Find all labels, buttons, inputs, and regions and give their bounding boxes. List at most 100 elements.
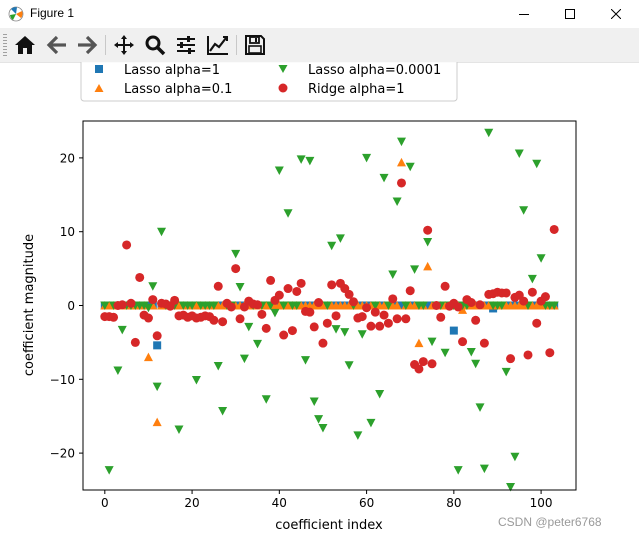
data-point (519, 206, 529, 215)
toolbar-grip (3, 34, 7, 56)
data-point (401, 314, 411, 324)
legend-square-marker (95, 65, 103, 73)
data-point (392, 301, 402, 310)
data-point (314, 415, 324, 424)
data-point (274, 290, 284, 300)
data-point (122, 240, 132, 250)
data-point (418, 301, 428, 310)
data-point (427, 359, 437, 369)
data-point (370, 307, 380, 317)
toolbar-separator (105, 35, 106, 55)
data-point (318, 338, 328, 348)
data-point (440, 281, 450, 291)
x-tick-label: 0 (101, 496, 109, 510)
edit-axis-button[interactable] (205, 32, 231, 58)
home-button[interactable] (12, 32, 38, 58)
data-point (239, 354, 249, 364)
data-point (231, 264, 241, 274)
data-point (453, 466, 463, 475)
zoom-button[interactable] (142, 32, 168, 58)
data-point (126, 298, 136, 308)
save-icon (245, 35, 265, 55)
data-point (436, 312, 446, 322)
pan-button[interactable] (111, 32, 137, 58)
data-point (527, 274, 537, 284)
data-point (388, 270, 398, 280)
data-point (104, 466, 114, 475)
data-point (440, 348, 450, 358)
data-point (366, 418, 376, 428)
data-point (253, 339, 263, 349)
data-point (296, 278, 306, 288)
data-point (314, 298, 324, 308)
data-point (379, 173, 389, 183)
data-point (157, 227, 167, 237)
x-tick-label: 100 (530, 496, 553, 510)
data-point (458, 337, 468, 347)
toolbar-separator (236, 35, 237, 55)
minimize-button[interactable] (501, 0, 547, 28)
data-point (174, 425, 184, 434)
data-point (545, 348, 555, 358)
data-point (410, 301, 420, 310)
data-point (519, 296, 529, 306)
data-point (143, 313, 153, 323)
data-point (100, 301, 110, 310)
back-button[interactable] (44, 32, 70, 58)
data-point (427, 337, 437, 347)
data-point (191, 376, 201, 385)
watermark: CSDN @peter6768 (498, 515, 602, 529)
matplotlib-app-icon (8, 6, 24, 22)
data-point (348, 297, 358, 307)
data-point (379, 310, 389, 320)
data-point (279, 330, 289, 340)
data-point (187, 301, 197, 310)
data-point (514, 149, 524, 158)
configure-subplots-icon (177, 36, 195, 54)
data-point (549, 301, 559, 310)
data-point (148, 282, 158, 291)
data-point (418, 357, 428, 367)
y-tick-label: 0 (67, 299, 75, 313)
data-point (261, 395, 271, 404)
minimize-icon (519, 14, 529, 15)
data-point (466, 347, 476, 357)
data-point (466, 298, 476, 308)
figure-canvas[interactable]: 0 20 40 60 80 100 −20 −10 0 10 20 coefficient inde… (0, 62, 639, 540)
series-circle (100, 178, 559, 374)
data-point (305, 156, 315, 166)
data-point (501, 288, 511, 298)
forward-icon (78, 35, 98, 55)
save-button[interactable] (242, 32, 268, 58)
zoom-icon (145, 35, 166, 56)
data-point (331, 325, 341, 334)
data-point (231, 249, 241, 259)
forward-button[interactable] (74, 32, 100, 58)
data-point (292, 301, 302, 310)
close-button[interactable] (593, 0, 639, 28)
data-point (388, 294, 398, 304)
maximize-button[interactable] (547, 0, 593, 28)
axis-ticks: 0 20 40 60 80 100 −20 −10 0 10 20 (50, 151, 553, 510)
data-point (414, 364, 424, 374)
data-point (527, 287, 537, 297)
data-point (501, 367, 511, 377)
data-point (414, 338, 424, 348)
data-point (139, 301, 149, 310)
x-tick-label: 80 (446, 496, 461, 510)
data-point (266, 275, 276, 285)
data-point (135, 272, 145, 282)
data-point (335, 234, 345, 243)
data-point (213, 281, 223, 291)
home-icon (15, 36, 35, 54)
data-point (357, 330, 367, 339)
data-point (536, 254, 546, 263)
y-tick-label: −10 (50, 373, 75, 387)
legend[interactable]: Lasso alpha=1 Lasso alpha=0.1 Lasso alph… (80, 62, 458, 102)
data-point (475, 403, 485, 412)
configure-subplots-button[interactable] (173, 32, 199, 58)
data-point (152, 382, 162, 392)
data-point (540, 292, 550, 302)
legend-circle-marker (278, 83, 288, 93)
data-point (283, 209, 293, 218)
